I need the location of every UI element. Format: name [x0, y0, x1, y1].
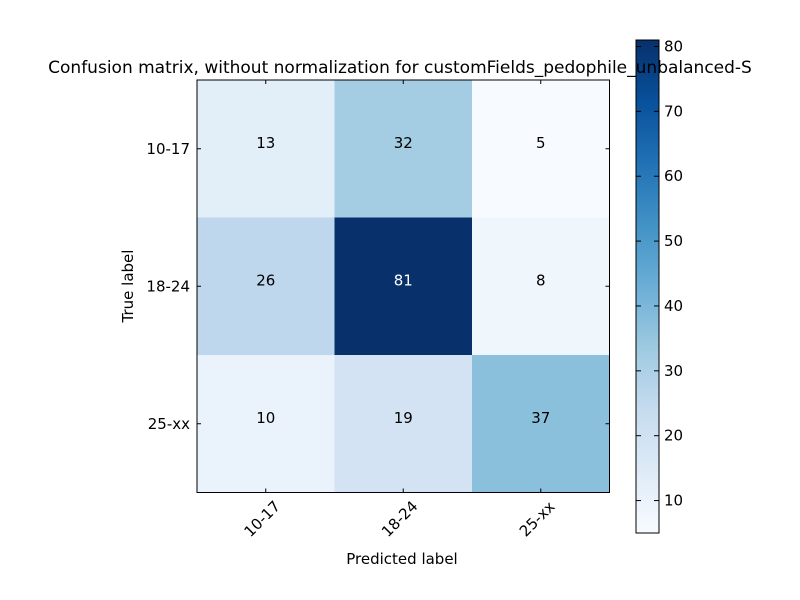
colorbar-tick-label-4: 50: [664, 232, 683, 250]
cell-value-0-0: 13: [256, 134, 275, 152]
cell-value-0-1: 32: [394, 134, 413, 152]
colorbar: 10 20 30 40 50 60 70 80: [635, 37, 683, 534]
chart-title: Confusion matrix, without normalization …: [48, 58, 752, 78]
x-tick-label-1: 18-24: [378, 497, 422, 541]
colorbar-tick-label-3: 40: [664, 297, 683, 315]
cell-value-1-0: 26: [256, 271, 275, 289]
heatmap-cells: [197, 80, 610, 493]
cell-value-labels: 13 32 5 26 81 8 10 19 37: [256, 134, 550, 427]
heatmap-cell-2-2: [472, 355, 610, 493]
y-axis-ticks: 10-17 18-24 25-xx: [146, 140, 610, 433]
heatmap-cell-0-2: [472, 80, 610, 218]
cell-value-2-2: 37: [531, 409, 550, 427]
colorbar-gradient: [635, 39, 660, 534]
heatmap-cell-2-1: [334, 355, 473, 493]
x-axis-label: Predicted label: [346, 550, 457, 568]
cell-value-1-1: 81: [394, 271, 413, 289]
x-tick-label-2: 25-xx: [516, 498, 559, 541]
colorbar-tick-label-0: 10: [664, 492, 683, 510]
y-tick-label-2: 25-xx: [148, 415, 190, 433]
cell-value-2-0: 10: [256, 409, 275, 427]
y-tick-label-1: 18-24: [146, 277, 190, 295]
heatmap-cell-1-1: [334, 217, 473, 356]
heatmap-cell-1-2: [472, 217, 610, 356]
cell-value-1-2: 8: [536, 271, 546, 289]
cell-value-0-2: 5: [536, 134, 546, 152]
heatmap-cell-0-0: [197, 80, 335, 218]
heatmap-cell-2-0: [197, 355, 335, 493]
colorbar-ticks: 10 20 30 40 50 60 70 80: [636, 37, 683, 510]
colorbar-tick-label-2: 30: [664, 362, 683, 380]
y-tick-label-0: 10-17: [146, 140, 190, 158]
colorbar-tick-label-1: 20: [664, 427, 683, 445]
y-axis-label: True label: [119, 250, 137, 324]
colorbar-tick-label-6: 70: [664, 102, 683, 120]
colorbar-tick-label-5: 60: [664, 167, 683, 185]
colorbar-tick-label-7: 80: [664, 37, 683, 55]
x-tick-label-0: 10-17: [240, 497, 284, 541]
cell-value-2-1: 19: [394, 409, 413, 427]
heatmap-cell-1-0: [197, 217, 335, 356]
heatmap-cell-0-1: [334, 80, 473, 218]
